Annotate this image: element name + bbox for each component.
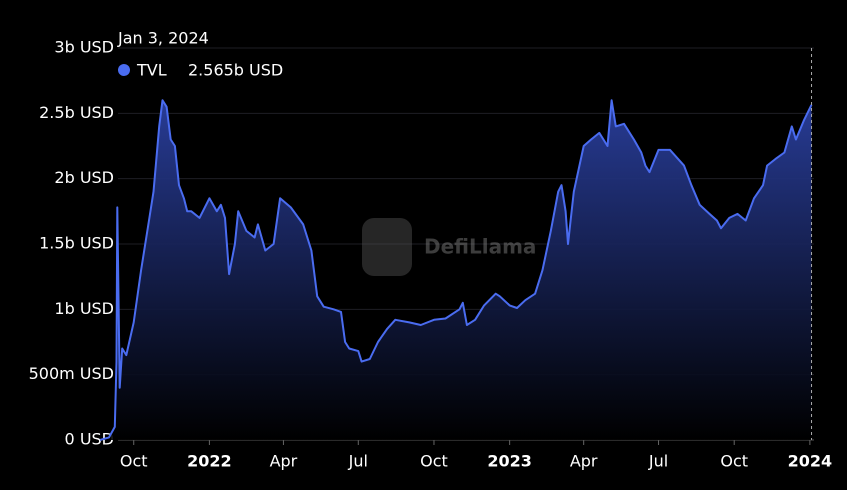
y-tick-label: 500m USD	[29, 364, 114, 383]
tooltip-dot	[118, 64, 130, 76]
x-tick-label: Jul	[348, 452, 368, 471]
y-tick-label: 3b USD	[54, 38, 114, 57]
x-tick-label: 2022	[187, 452, 232, 471]
tooltip-series: TVL	[136, 61, 167, 80]
line	[99, 99, 813, 441]
area	[100, 100, 812, 441]
x-tick-label: Jul	[648, 452, 668, 471]
x-tick-label: Apr	[570, 452, 598, 471]
x-tick-label: Oct	[720, 452, 748, 471]
watermark-text: DefiLlama	[424, 235, 536, 259]
x-tick-label: Oct	[420, 452, 448, 471]
watermark: DefiLlama	[362, 218, 536, 276]
x-tick-label: 2023	[487, 452, 532, 471]
y-tick-label: 1b USD	[54, 299, 114, 318]
y-tick-label: 1.5b USD	[39, 234, 114, 253]
y-tick-label: 2.5b USD	[39, 103, 114, 122]
x-tick-label: Apr	[270, 452, 298, 471]
x-tick-label: Oct	[120, 452, 148, 471]
y-tick-label: 0 USD	[65, 430, 114, 449]
tooltip-date: Jan 3, 2024	[117, 29, 209, 48]
tooltip-value: 2.565b USD	[188, 61, 283, 80]
x-tick-label: 2024	[788, 452, 833, 471]
y-tick-label: 2b USD	[54, 168, 114, 187]
